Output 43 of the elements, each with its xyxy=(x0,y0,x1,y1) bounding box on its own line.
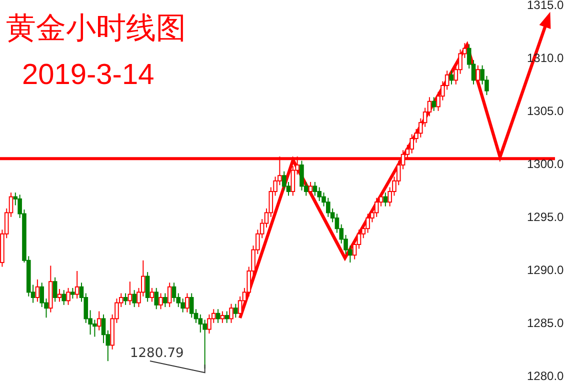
candlestick xyxy=(35,278,40,302)
y-tick-label: 1290.0 xyxy=(527,263,564,278)
candlestick xyxy=(128,281,132,306)
candlestick xyxy=(163,292,168,308)
candlestick xyxy=(123,292,128,306)
candlestick xyxy=(154,287,159,310)
candlestick xyxy=(74,270,80,300)
candlestick xyxy=(132,290,136,308)
annotation: 1280.79 xyxy=(130,346,184,361)
y-tick-label: 1295.0 xyxy=(527,210,564,224)
candlestick xyxy=(70,287,75,300)
y-tick-label: 1315.0 xyxy=(527,0,564,12)
candlestick xyxy=(62,290,66,306)
candlestick xyxy=(234,303,238,318)
candlestick xyxy=(57,288,62,302)
candlestick xyxy=(167,282,172,308)
y-tick-label: 1280.0 xyxy=(527,369,564,384)
chart-title: 黄金小时线图 xyxy=(6,11,186,46)
candlestick xyxy=(308,181,313,196)
candlestick xyxy=(229,303,234,324)
candlestick xyxy=(52,276,58,302)
text: 2019-3-14 xyxy=(22,59,154,91)
y-tick-label: 1305.0 xyxy=(527,104,564,118)
candlestick xyxy=(220,310,225,324)
candlestick xyxy=(145,272,150,302)
y-tick-label: 1300.0 xyxy=(527,157,564,172)
candlestick xyxy=(101,314,106,344)
candlestick xyxy=(312,181,318,196)
candlestick xyxy=(238,296,242,318)
candlestick xyxy=(150,287,154,302)
candlestick xyxy=(224,310,229,324)
candlestick xyxy=(172,282,176,302)
candlestick xyxy=(449,70,454,85)
y-tick-label: 1285.0 xyxy=(527,316,564,330)
candlestick xyxy=(198,314,203,333)
candlestick xyxy=(290,166,296,196)
candlestick xyxy=(158,292,163,310)
candlestick xyxy=(383,192,388,207)
candlestick xyxy=(432,96,436,112)
candlestick xyxy=(66,287,70,306)
candlestick xyxy=(216,308,220,324)
candlestick xyxy=(185,292,190,313)
candlestick xyxy=(96,310,102,331)
